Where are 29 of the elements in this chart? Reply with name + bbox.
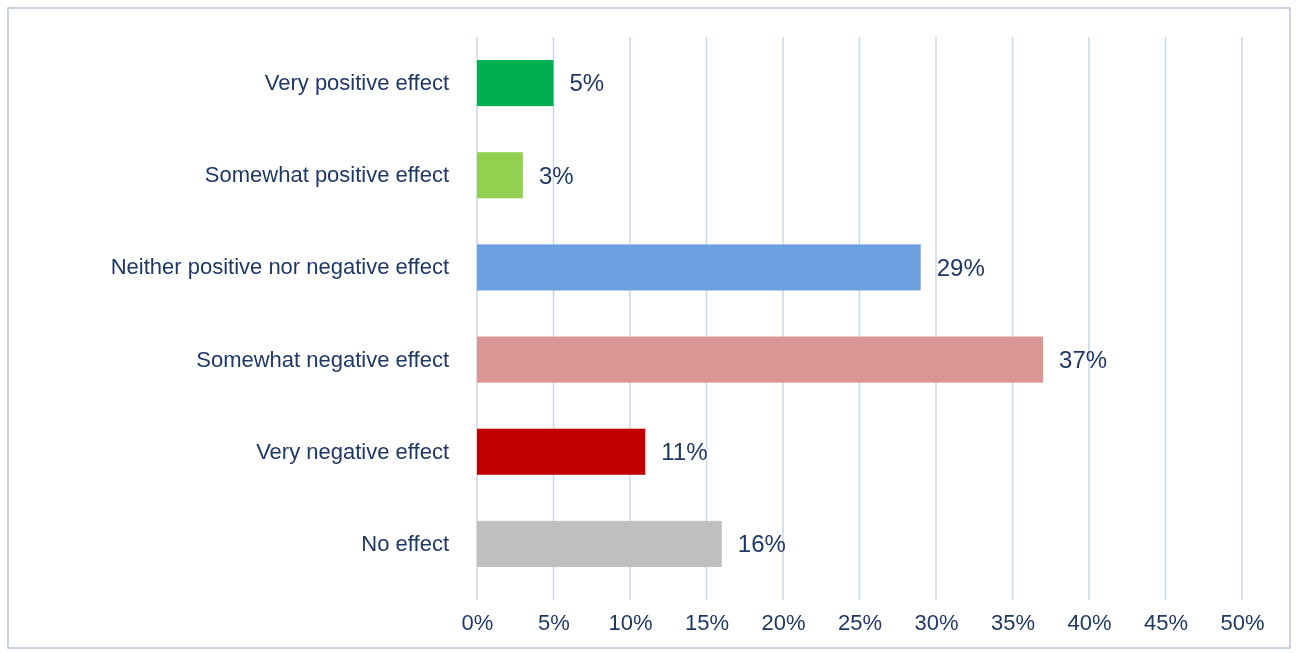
x-tick-label: 10% bbox=[608, 609, 653, 635]
y-tick-label: Very positive effect bbox=[264, 70, 449, 96]
data-label: 5% bbox=[569, 69, 605, 97]
bar bbox=[477, 428, 646, 475]
x-tick-label: 30% bbox=[914, 609, 959, 635]
y-tick-label: No effect bbox=[361, 530, 449, 556]
data-label: 37% bbox=[1059, 345, 1108, 373]
y-tick-label: Somewhat negative effect bbox=[196, 346, 449, 372]
x-tick-label: 40% bbox=[1067, 609, 1112, 635]
y-tick-label: Neither positive nor negative effect bbox=[110, 254, 449, 280]
x-tick-label: 25% bbox=[837, 609, 883, 635]
x-tick-label: 0% bbox=[461, 609, 494, 635]
bar bbox=[477, 244, 921, 291]
x-tick-label: 45% bbox=[1143, 609, 1189, 635]
x-tick-label: 5% bbox=[538, 609, 570, 635]
x-tick-label: 15% bbox=[684, 609, 730, 635]
y-tick-label: Very negative effect bbox=[256, 438, 449, 464]
bar bbox=[477, 336, 1044, 383]
data-label: 3% bbox=[538, 161, 574, 189]
bar bbox=[477, 152, 523, 199]
x-tick-label: 20% bbox=[761, 609, 806, 635]
bar bbox=[477, 520, 722, 567]
bar bbox=[477, 60, 554, 107]
data-label: 11% bbox=[661, 438, 708, 466]
data-label: 16% bbox=[737, 530, 786, 558]
y-tick-label: Somewhat positive effect bbox=[204, 162, 449, 188]
x-tick-label: 35% bbox=[990, 609, 1036, 635]
data-label: 29% bbox=[936, 253, 985, 281]
x-tick-label: 50% bbox=[1220, 609, 1265, 635]
